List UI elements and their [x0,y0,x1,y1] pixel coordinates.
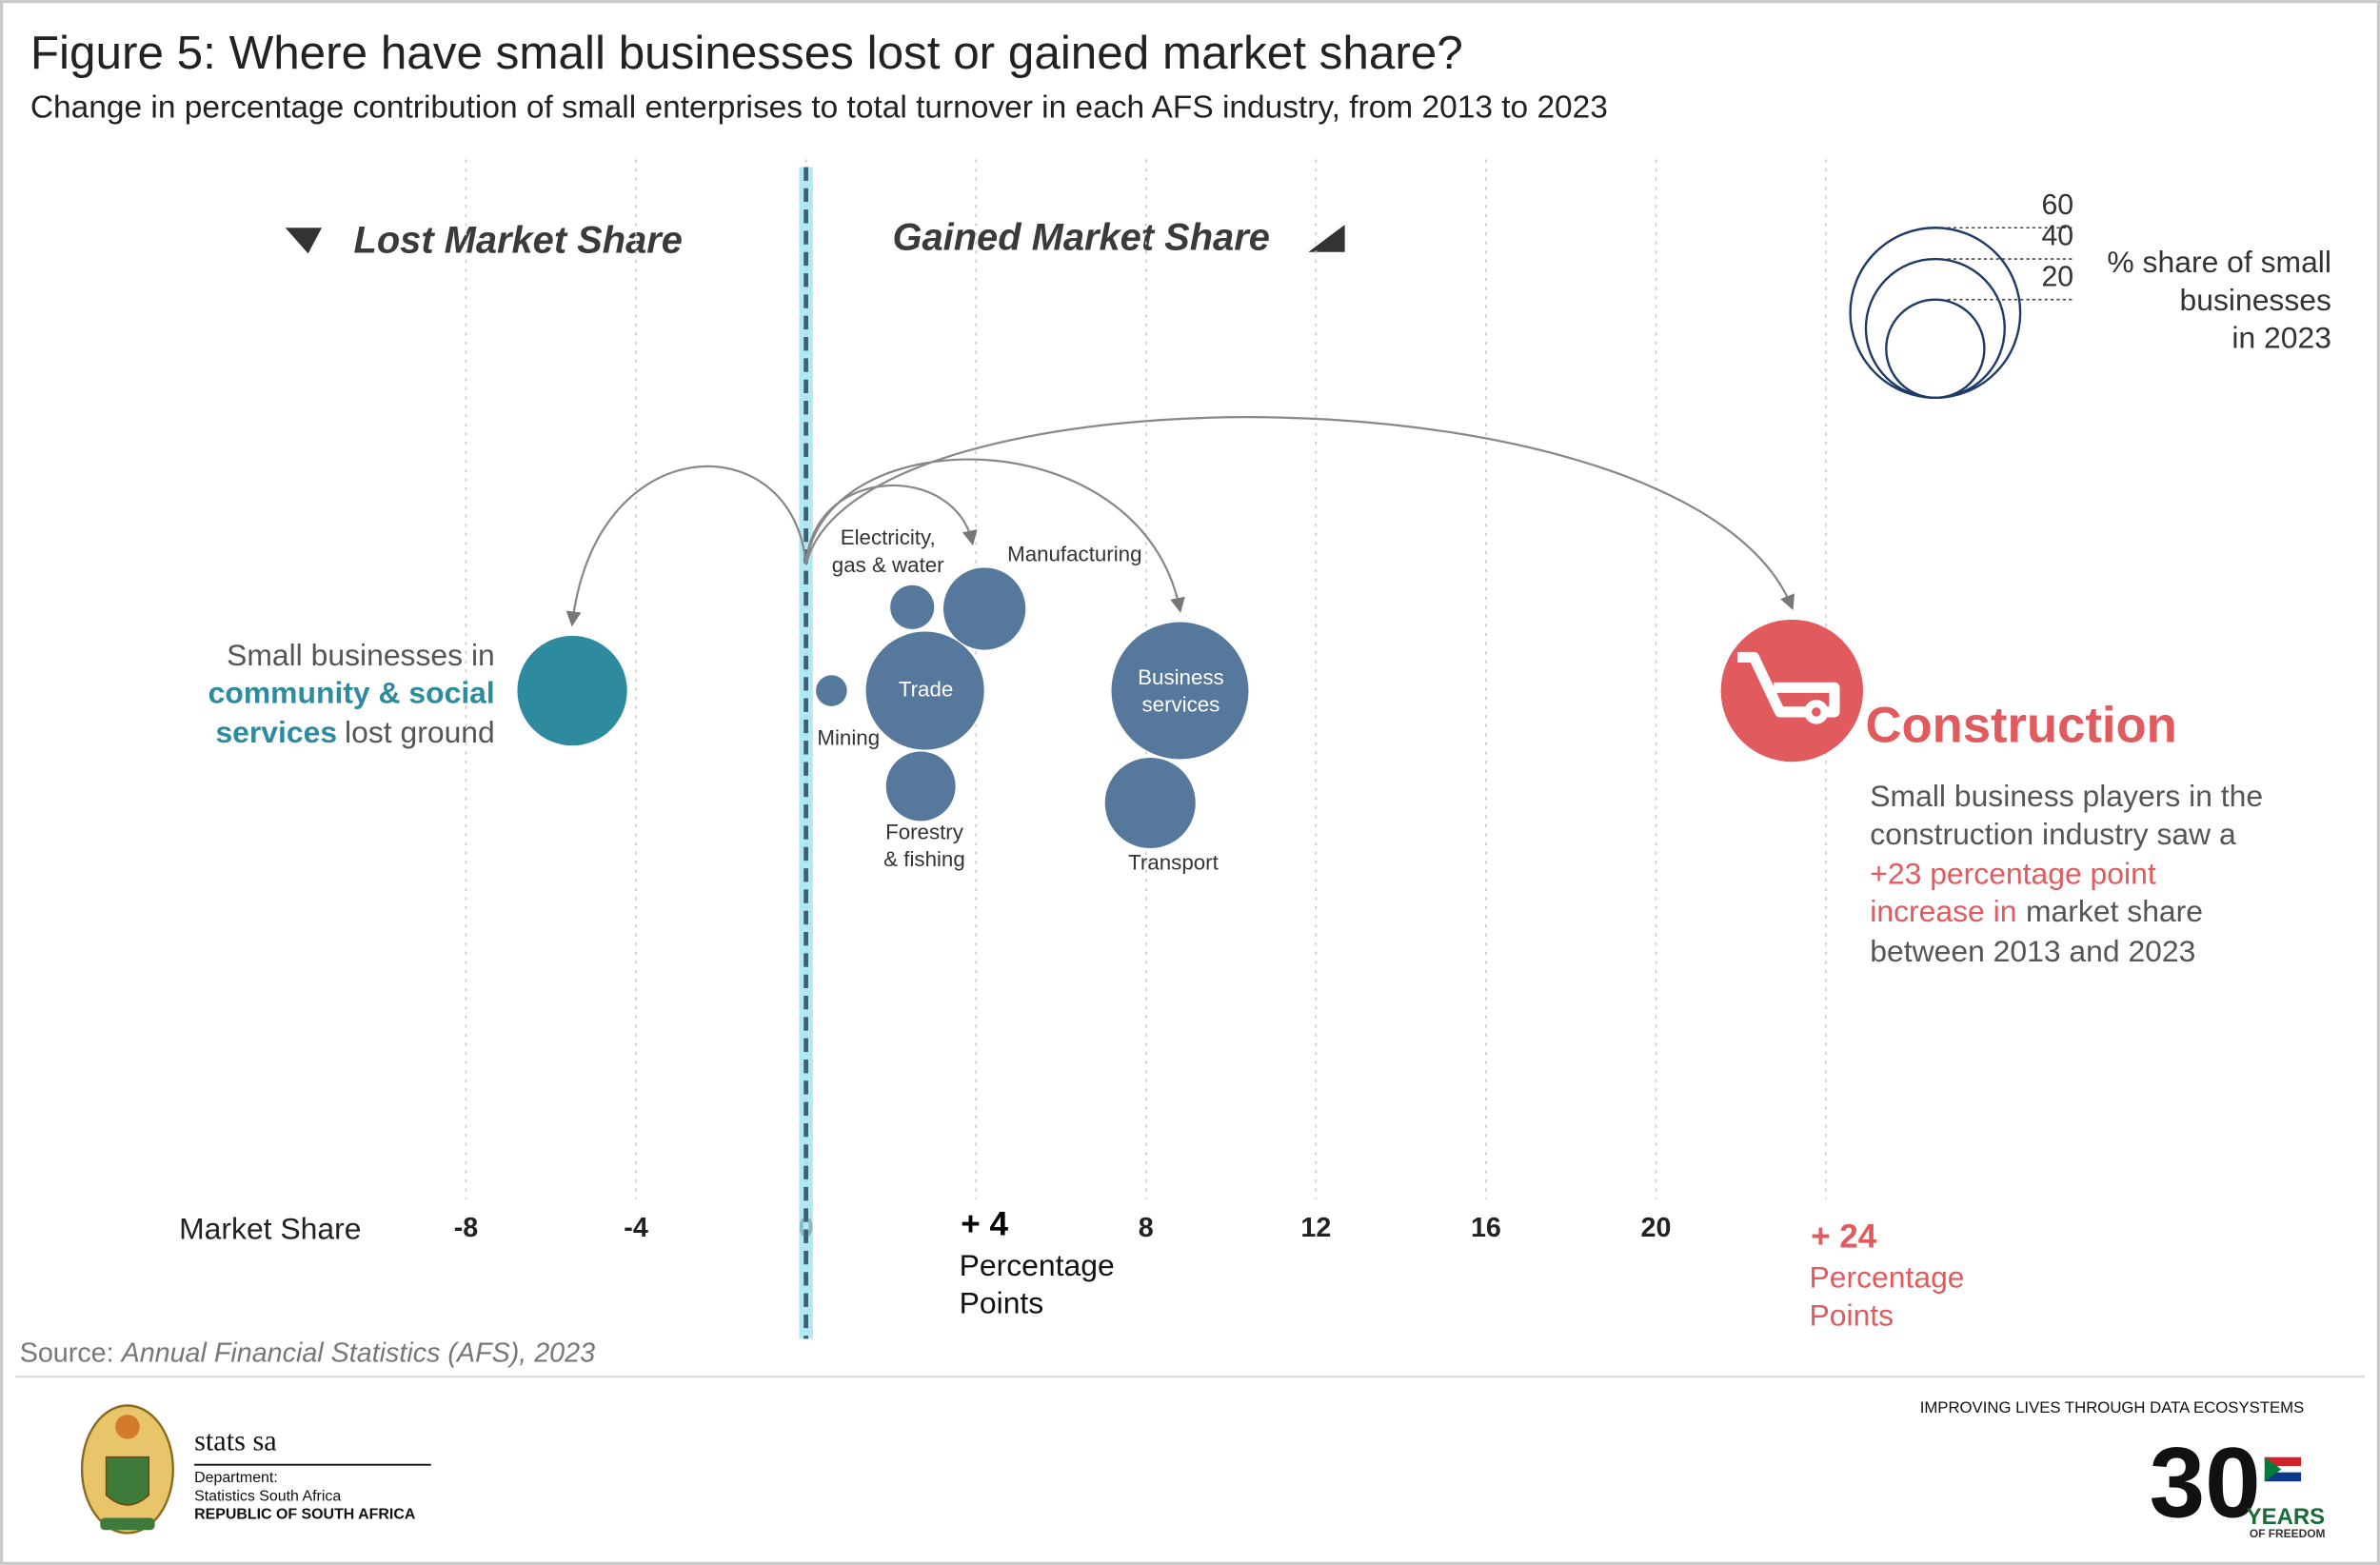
down-triangle [285,228,323,254]
bubble [1111,622,1249,760]
arrow [804,458,1185,613]
annotation: between 2013 and 2023 [1870,934,2195,968]
construction-name: Construction [1866,697,2177,753]
legend-title: businesses [2180,283,2331,317]
annotation: Small business players in the [1870,779,2263,813]
source: Source: Annual Financial Statistics (AFS)… [20,1337,595,1368]
bubble-label: Trade [899,677,953,701]
chart-subtitle: Change in percentage contribution of sma… [30,90,1608,126]
annotation-highlight: services [215,715,337,749]
x-tick-label: -4 [624,1213,648,1243]
gained-label: Gained Market Share [893,217,1270,259]
annotation: lost ground [345,715,495,749]
arrow [565,465,807,627]
source-text: Annual Financial Statistics (AFS), 2023 [120,1337,596,1368]
annotation-highlight: community & social [208,676,495,710]
annotation: increase in market share [1870,894,2203,928]
x-tick-label: 12 [1300,1213,1331,1243]
x-axis-label: Market Share [179,1212,361,1246]
bubble [890,584,935,629]
x-tick-label: 16 [1471,1213,1501,1243]
x-tick-label: -8 [454,1213,479,1243]
arrow [804,484,978,565]
annotation-highlight: increase in [1870,894,2016,928]
chart-title: Figure 5: Where have small businesses lo… [30,27,1463,79]
annotation: construction industry saw a [1870,817,2236,851]
arrow [804,416,1795,611]
bubble-label: Transport [1128,850,1219,874]
annotation: services lost ground [215,715,494,749]
x-tick-label: 8 [1139,1213,1154,1243]
annotation-highlight: +23 percentage point [1870,856,2156,890]
legend-value: 40 [2041,221,2073,252]
x-tick-label: + 4 [961,1206,1008,1243]
bubble [1104,757,1196,849]
department: Department: [194,1470,278,1486]
x-unit-label: Percentage [960,1248,1115,1282]
bubble [816,675,847,706]
x-unit-label: Percentage [1810,1260,1965,1295]
legend-value: 20 [2041,261,2073,292]
bubble-label: Electricity, gas & water [832,525,944,577]
coat-of-arms [80,1404,174,1535]
anniversary: 30 [2150,1428,2261,1539]
freedom: OF FREEDOM [2250,1527,2326,1540]
x-unit-label: Points [960,1286,1044,1320]
bubble [517,635,627,746]
legend-title: in 2023 [2231,321,2331,355]
x-unit-label: Points [1810,1298,1894,1332]
bubble [885,751,956,822]
country: REPUBLIC OF SOUTH AFRICA [194,1506,416,1522]
source-prefix: Source: [20,1337,114,1368]
x-tick-label: 20 [1641,1213,1672,1243]
cart-wheel-hub [1812,707,1821,717]
bubble [942,567,1026,650]
bubble-label: Manufacturing [1007,543,1141,566]
bubble-label: Mining [817,725,880,749]
legend-title: % share of small [2107,245,2331,279]
agency: Statistics South Africa [194,1488,341,1504]
x-tick-label: + 24 [1811,1218,1877,1255]
years: YEARS [2247,1504,2325,1530]
slogan: IMPROVING LIVES THROUGH DATA ECOSYSTEMS [1920,1398,2305,1416]
annotation: market share [2026,894,2203,928]
bubble [865,631,984,750]
bubble-label: Forestry & fishing [883,820,965,871]
logo-name: stats sa [194,1424,277,1456]
up-triangle [1308,225,1345,252]
annotation: Small businesses in [227,638,495,672]
flag [2264,1456,2302,1482]
lost-label: Lost Market Share [353,220,682,262]
legend-circle [1885,298,1986,400]
bubble-label: Business services [1138,665,1224,717]
legend-value: 60 [2041,189,2073,221]
